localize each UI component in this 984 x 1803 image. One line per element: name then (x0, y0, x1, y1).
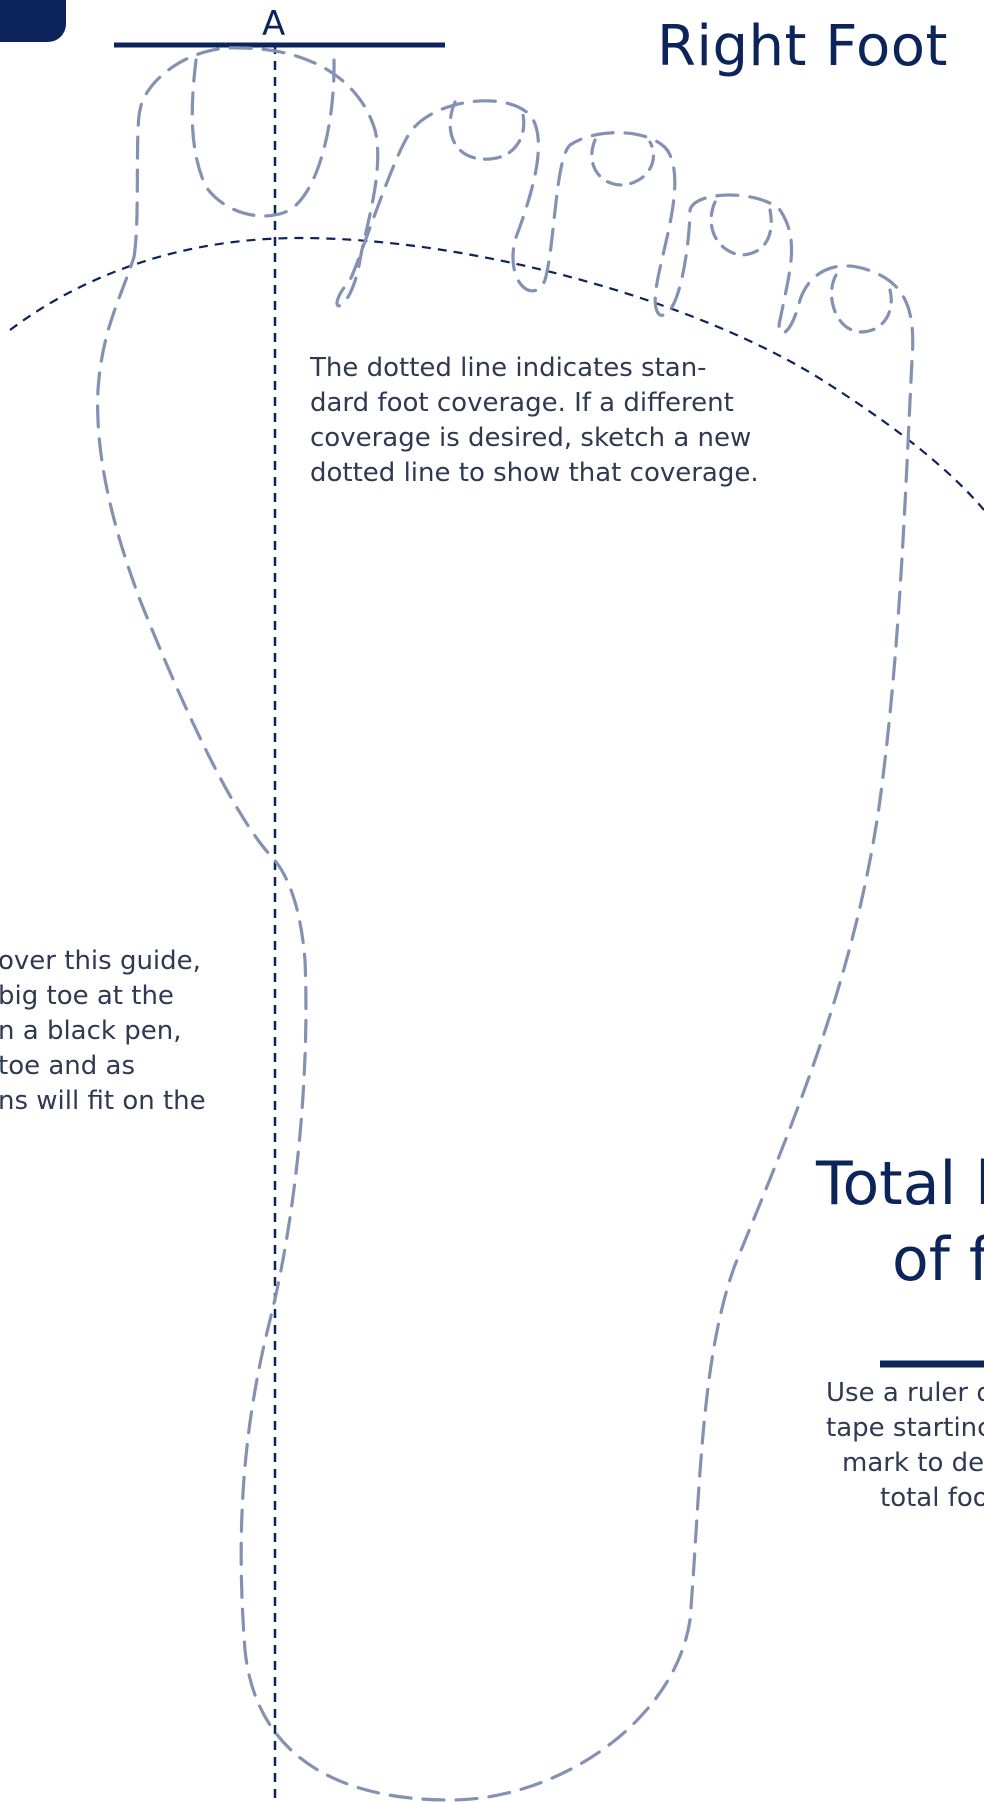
toenail-5 (830, 273, 893, 334)
trace-instructions-line: ns will fit on the (0, 1086, 206, 1116)
foot-outline (96, 46, 915, 1802)
coverage-note-line: dard foot coverage. If a different (310, 388, 734, 418)
measurement-instructions-line: total foo (880, 1483, 984, 1513)
brand-logo-icon (0, 0, 66, 42)
coverage-note: The dotted line indicates stan- dard foo… (310, 351, 759, 491)
measurement-heading-line: Total l (816, 1149, 984, 1219)
measurement-heading-line: of f (892, 1225, 984, 1295)
coverage-note-line: coverage is desired, sketch a new (310, 423, 752, 453)
toenail-2 (448, 100, 526, 161)
measurement-heading: Total l of f (816, 1146, 984, 1298)
coverage-note-line: The dotted line indicates stan- (310, 353, 707, 383)
measurement-instructions: Use a ruler o tape startinc mark to de t… (826, 1376, 984, 1516)
trace-instructions-line: big toe at the (0, 981, 174, 1011)
trace-instructions-line: toe and as (0, 1051, 136, 1081)
coverage-note-line: dotted line to show that coverage. (310, 458, 759, 488)
trace-instructions-line: n a black pen, (0, 1016, 182, 1046)
toenail-4 (709, 200, 773, 257)
measurement-instructions-line: tape startinc (826, 1413, 984, 1443)
trace-instructions-line: over this guide, (0, 946, 201, 976)
measurement-instructions-line: mark to de (842, 1448, 984, 1478)
toenail-1 (190, 58, 336, 218)
reference-marker-label: A (262, 4, 286, 44)
page-title: Right Foot (657, 14, 948, 79)
trace-instructions: over this guide, big toe at the n a blac… (0, 944, 206, 1119)
toenail-3 (590, 138, 656, 187)
measurement-instructions-line: Use a ruler o (826, 1378, 984, 1408)
coverage-line (9, 236, 984, 511)
